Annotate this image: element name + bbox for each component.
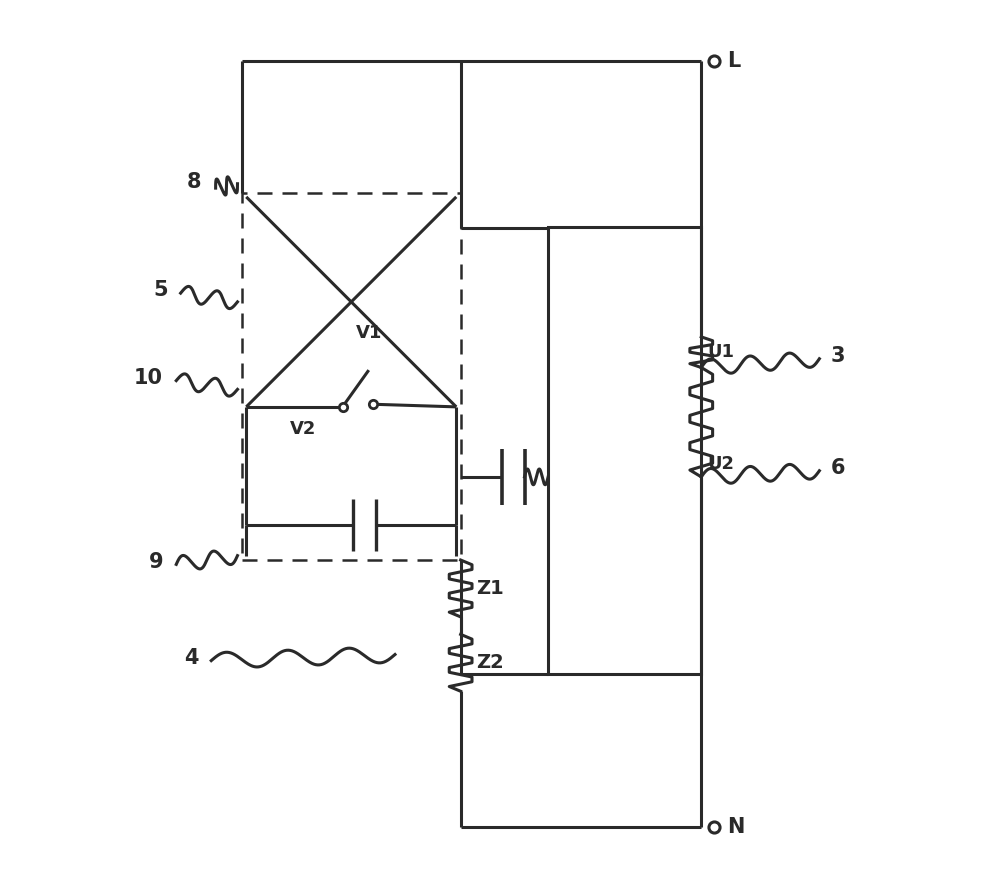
Text: V1: V1 (356, 324, 382, 341)
Text: 8: 8 (186, 172, 201, 192)
Text: 10: 10 (134, 368, 163, 388)
Text: U2: U2 (707, 455, 734, 472)
Text: Z2: Z2 (476, 654, 504, 672)
Text: 5: 5 (153, 281, 168, 300)
Text: N: N (728, 817, 745, 836)
Text: L: L (728, 52, 741, 71)
Text: 6: 6 (831, 458, 845, 478)
Text: V2: V2 (290, 420, 316, 438)
Text: Z1: Z1 (476, 579, 504, 598)
Text: 9: 9 (149, 552, 163, 571)
Bar (548, 228, 701, 674)
Text: 4: 4 (184, 648, 198, 668)
Text: 3: 3 (831, 346, 845, 366)
Text: U1: U1 (707, 343, 734, 360)
Bar (242, 192, 461, 560)
